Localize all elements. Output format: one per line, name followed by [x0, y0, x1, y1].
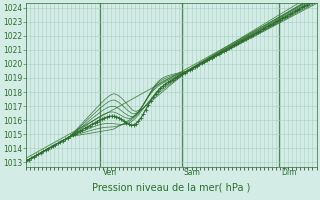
Text: Dim: Dim — [281, 168, 297, 177]
Text: Ven: Ven — [102, 168, 117, 177]
Text: Sam: Sam — [184, 168, 201, 177]
X-axis label: Pression niveau de la mer( hPa ): Pression niveau de la mer( hPa ) — [92, 183, 251, 193]
